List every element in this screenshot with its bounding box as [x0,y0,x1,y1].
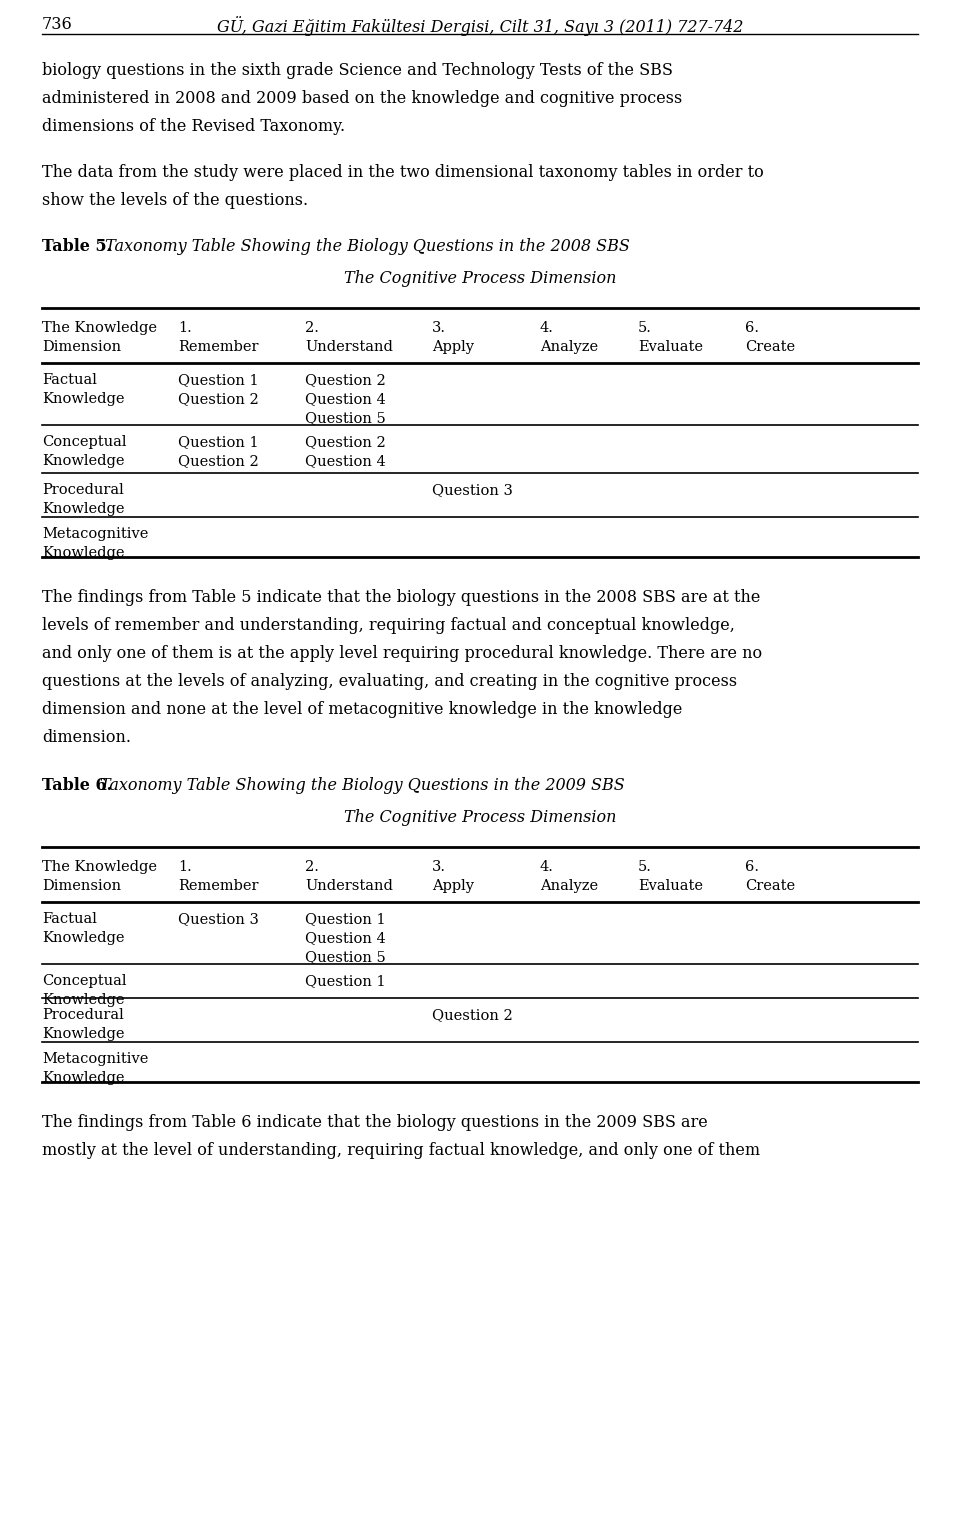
Text: 4.: 4. [540,860,554,875]
Text: 2.: 2. [305,321,319,335]
Text: dimension and none at the level of metacognitive knowledge in the knowledge: dimension and none at the level of metac… [42,700,683,719]
Text: Question 1: Question 1 [178,373,258,387]
Text: 6.: 6. [745,860,759,875]
Text: 4.: 4. [540,321,554,335]
Text: Knowledge: Knowledge [42,546,125,559]
Text: Analyze: Analyze [540,879,598,893]
Text: The Knowledge: The Knowledge [42,860,157,875]
Text: Dimension: Dimension [42,879,121,893]
Text: Table 6.: Table 6. [42,778,112,794]
Text: 1.: 1. [178,860,192,875]
Text: questions at the levels of analyzing, evaluating, and creating in the cognitive : questions at the levels of analyzing, ev… [42,673,737,690]
Text: Knowledge: Knowledge [42,993,125,1007]
Text: Metacognitive: Metacognitive [42,1052,149,1066]
Text: mostly at the level of understanding, requiring factual knowledge, and only one : mostly at the level of understanding, re… [42,1142,760,1160]
Text: The findings from Table 6 indicate that the biology questions in the 2009 SBS ar: The findings from Table 6 indicate that … [42,1114,708,1131]
Text: The findings from Table 5 indicate that the biology questions in the 2008 SBS ar: The findings from Table 5 indicate that … [42,590,760,606]
Text: administered in 2008 and 2009 based on the knowledge and cognitive process: administered in 2008 and 2009 based on t… [42,89,683,108]
Text: Apply: Apply [432,340,474,355]
Text: Create: Create [745,340,795,355]
Text: Apply: Apply [432,879,474,893]
Text: Question 1: Question 1 [305,913,386,926]
Text: Question 3: Question 3 [178,913,259,926]
Text: The Cognitive Process Dimension: The Cognitive Process Dimension [344,810,616,826]
Text: Metacognitive: Metacognitive [42,528,149,541]
Text: Knowledge: Knowledge [42,1026,125,1041]
Text: Taxonomy Table Showing the Biology Questions in the 2008 SBS: Taxonomy Table Showing the Biology Quest… [100,238,630,255]
Text: Taxonomy Table Showing the Biology Questions in the 2009 SBS: Taxonomy Table Showing the Biology Quest… [100,778,625,794]
Text: Evaluate: Evaluate [638,340,703,355]
Text: Question 4: Question 4 [305,453,386,468]
Text: Knowledge: Knowledge [42,931,125,944]
Text: Understand: Understand [305,879,393,893]
Text: show the levels of the questions.: show the levels of the questions. [42,193,308,209]
Text: biology questions in the sixth grade Science and Technology Tests of the SBS: biology questions in the sixth grade Sci… [42,62,673,79]
Text: Question 4: Question 4 [305,393,386,406]
Text: Conceptual: Conceptual [42,973,127,988]
Text: Knowledge: Knowledge [42,502,125,515]
Text: Question 2: Question 2 [178,393,259,406]
Text: Question 1: Question 1 [178,435,258,449]
Text: GÜ, Gazi Eğitim Fakültesi Dergisi, Cilt 31, Sayı 3 (2011) 727-742: GÜ, Gazi Eğitim Fakültesi Dergisi, Cilt … [217,17,743,36]
Text: Question 5: Question 5 [305,951,386,964]
Text: Remember: Remember [178,340,258,355]
Text: Question 2: Question 2 [432,1008,513,1022]
Text: Procedural: Procedural [42,484,124,497]
Text: 3.: 3. [432,860,446,875]
Text: Knowledge: Knowledge [42,393,125,406]
Text: Create: Create [745,879,795,893]
Text: 736: 736 [42,17,73,33]
Text: Conceptual: Conceptual [42,435,127,449]
Text: 2.: 2. [305,860,319,875]
Text: The data from the study were placed in the two dimensional taxonomy tables in or: The data from the study were placed in t… [42,164,764,180]
Text: Procedural: Procedural [42,1008,124,1022]
Text: 6.: 6. [745,321,759,335]
Text: Knowledge: Knowledge [42,1070,125,1085]
Text: and only one of them is at the apply level requiring procedural knowledge. There: and only one of them is at the apply lev… [42,644,762,662]
Text: Evaluate: Evaluate [638,879,703,893]
Text: Understand: Understand [305,340,393,355]
Text: 5.: 5. [638,321,652,335]
Text: Factual: Factual [42,913,97,926]
Text: Dimension: Dimension [42,340,121,355]
Text: Table 5.: Table 5. [42,238,112,255]
Text: The Knowledge: The Knowledge [42,321,157,335]
Text: levels of remember and understanding, requiring factual and conceptual knowledge: levels of remember and understanding, re… [42,617,734,634]
Text: The Cognitive Process Dimension: The Cognitive Process Dimension [344,270,616,287]
Text: Analyze: Analyze [540,340,598,355]
Text: Factual: Factual [42,373,97,387]
Text: Question 4: Question 4 [305,931,386,944]
Text: Question 3: Question 3 [432,484,513,497]
Text: Remember: Remember [178,879,258,893]
Text: 1.: 1. [178,321,192,335]
Text: Question 2: Question 2 [178,453,259,468]
Text: dimensions of the Revised Taxonomy.: dimensions of the Revised Taxonomy. [42,118,346,135]
Text: Question 1: Question 1 [305,973,386,988]
Text: Question 5: Question 5 [305,411,386,424]
Text: Knowledge: Knowledge [42,453,125,468]
Text: 5.: 5. [638,860,652,875]
Text: Question 2: Question 2 [305,373,386,387]
Text: dimension.: dimension. [42,729,131,746]
Text: Question 2: Question 2 [305,435,386,449]
Text: 3.: 3. [432,321,446,335]
